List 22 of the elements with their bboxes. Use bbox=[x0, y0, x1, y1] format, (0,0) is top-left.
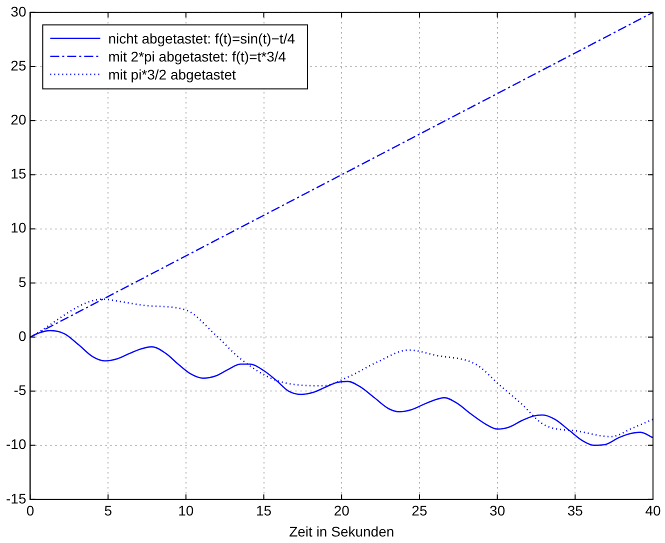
y-tick-label: 5 bbox=[18, 274, 26, 290]
y-tick-label: 20 bbox=[10, 111, 26, 128]
legend-label: nicht abgetastet: f(t)=sin(t)−t/4 bbox=[108, 30, 296, 46]
x-tick-label: 40 bbox=[645, 502, 661, 519]
x-tick-label: 35 bbox=[567, 502, 584, 519]
x-tick-label: 5 bbox=[104, 502, 112, 519]
x-tick-label: 15 bbox=[256, 502, 272, 519]
y-tick-label: 0 bbox=[18, 328, 26, 344]
x-tick-label: 20 bbox=[334, 502, 350, 519]
y-tick-label: 15 bbox=[10, 166, 26, 182]
y-tick-label: -15 bbox=[6, 490, 26, 506]
y-tick-label: -5 bbox=[14, 382, 26, 398]
y-tick-label: 30 bbox=[10, 3, 26, 20]
legend-label: mit 2*pi abgetastet: f(t)=t*3/4 bbox=[108, 48, 286, 64]
y-tick-label: 10 bbox=[10, 220, 26, 236]
legend-label: mit pi*3/2 abgetastet bbox=[108, 66, 236, 82]
y-tick-label: 25 bbox=[10, 57, 26, 74]
x-axis-title: Zeit in Sekunden bbox=[289, 523, 394, 540]
x-tick-label: 10 bbox=[178, 502, 194, 519]
y-tick-label: -10 bbox=[6, 436, 26, 452]
x-tick-label: 25 bbox=[412, 502, 428, 519]
x-tick-label: 30 bbox=[490, 502, 506, 519]
